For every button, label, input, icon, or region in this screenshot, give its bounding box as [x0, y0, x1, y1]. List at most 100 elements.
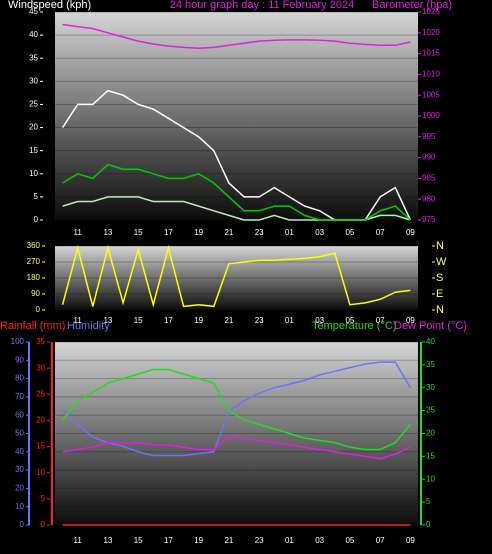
tick-label: 20	[29, 123, 38, 132]
tick-label: 35	[426, 360, 435, 369]
x-tick-label: 11	[74, 228, 83, 237]
x-tick-label: 23	[255, 316, 264, 325]
x-tick-label: 21	[224, 316, 233, 325]
x-tick-label: 01	[285, 536, 294, 545]
data-line	[62, 435, 411, 460]
x-tick-label: 21	[224, 228, 233, 237]
x-tick-label: 23	[255, 228, 264, 237]
tick-label: 30	[36, 363, 45, 372]
legend-label: Temperature (°C)	[312, 320, 396, 332]
tick-label: E	[436, 288, 443, 300]
tick-label: 20	[15, 484, 24, 493]
x-tick-label: 05	[345, 316, 354, 325]
tick-label: 60	[15, 410, 24, 419]
x-tick-label: 15	[134, 228, 143, 237]
x-tick-label: 21	[224, 536, 233, 545]
tick-label: 0	[20, 520, 25, 529]
tick-label: 100	[11, 337, 25, 346]
legend-label: Humidity	[67, 320, 110, 332]
x-tick-label: 07	[376, 316, 385, 325]
tick-label: 80	[15, 374, 24, 383]
tick-label: 15	[36, 442, 45, 451]
tick-label: 1015	[422, 49, 440, 58]
tick-label: 30	[426, 383, 435, 392]
y2-axis-title: Barometer (hpa)	[372, 0, 452, 11]
tick-label: 70	[15, 392, 24, 401]
tick-label: 25	[426, 406, 435, 415]
tick-label: W	[436, 256, 447, 268]
x-tick-label: 01	[285, 316, 294, 325]
tick-label: 990	[422, 153, 436, 162]
data-line	[61, 244, 411, 308]
tick-label: 975	[422, 215, 436, 224]
tick-label: 90	[31, 289, 40, 298]
tick-label: 10	[15, 502, 24, 511]
tick-label: 25	[29, 100, 38, 109]
x-tick-label: 09	[406, 228, 415, 237]
x-tick-label: 19	[194, 536, 203, 545]
tick-label: 45	[29, 7, 38, 16]
plot-area	[55, 342, 418, 525]
data-line	[62, 23, 411, 49]
tick-label: 90	[15, 355, 24, 364]
plot-area	[55, 12, 418, 220]
tick-label: 0	[34, 215, 39, 224]
x-tick-label: 17	[164, 316, 173, 325]
y-axis-title: Windspeed (kph)	[8, 0, 91, 11]
tick-label: 995	[422, 132, 436, 141]
tick-label: 35	[36, 337, 45, 346]
tick-label: N	[436, 240, 444, 252]
tick-label: 40	[15, 447, 24, 456]
tick-label: 985	[422, 174, 436, 183]
x-tick-label: 13	[103, 536, 112, 545]
tick-label: 5	[41, 494, 46, 503]
tick-label: N	[436, 304, 444, 316]
tick-label: S	[436, 272, 443, 284]
tick-label: 1000	[422, 111, 440, 120]
tick-label: 40	[29, 30, 38, 39]
data-line	[62, 163, 411, 221]
x-tick-label: 07	[376, 228, 385, 237]
x-tick-label: 09	[406, 316, 415, 325]
tick-label: 10	[426, 474, 435, 483]
x-tick-label: 03	[315, 228, 324, 237]
x-tick-label: 15	[134, 536, 143, 545]
tick-label: 35	[29, 53, 38, 62]
chart-title: 24 hour graph day : 11 February 2024	[170, 0, 354, 11]
x-tick-label: 09	[406, 536, 415, 545]
tick-label: 15	[426, 451, 435, 460]
tick-label: 20	[36, 416, 45, 425]
tick-label: 980	[422, 194, 436, 203]
legend-label: Rainfall (mm)	[0, 320, 65, 332]
tick-label: 10	[29, 169, 38, 178]
x-tick-label: 17	[164, 228, 173, 237]
x-tick-label: 11	[74, 316, 83, 325]
x-tick-label: 17	[164, 536, 173, 545]
x-tick-label: 03	[315, 536, 324, 545]
tick-label: 180	[27, 273, 41, 282]
x-tick-label: 13	[103, 316, 112, 325]
tick-label: 25	[36, 389, 45, 398]
x-tick-label: 05	[345, 536, 354, 545]
tick-label: 1010	[422, 70, 440, 79]
tick-label: 360	[27, 241, 41, 250]
tick-label: 50	[15, 429, 24, 438]
legend-label: Dew Point (°C)	[394, 320, 467, 332]
x-tick-label: 19	[194, 228, 203, 237]
x-tick-label: 11	[74, 536, 83, 545]
tick-label: 30	[15, 465, 24, 474]
x-tick-label: 03	[315, 316, 324, 325]
data-line	[62, 368, 411, 451]
tick-label: 20	[426, 429, 435, 438]
x-tick-label: 13	[103, 228, 112, 237]
tick-label: 10	[36, 468, 45, 477]
tick-label: 1020	[422, 28, 440, 37]
tick-label: 5	[34, 192, 39, 201]
tick-label: 1005	[422, 90, 440, 99]
x-tick-label: 19	[194, 316, 203, 325]
data-line	[62, 361, 412, 457]
tick-label: 0	[426, 520, 431, 529]
x-tick-label: 15	[134, 316, 143, 325]
